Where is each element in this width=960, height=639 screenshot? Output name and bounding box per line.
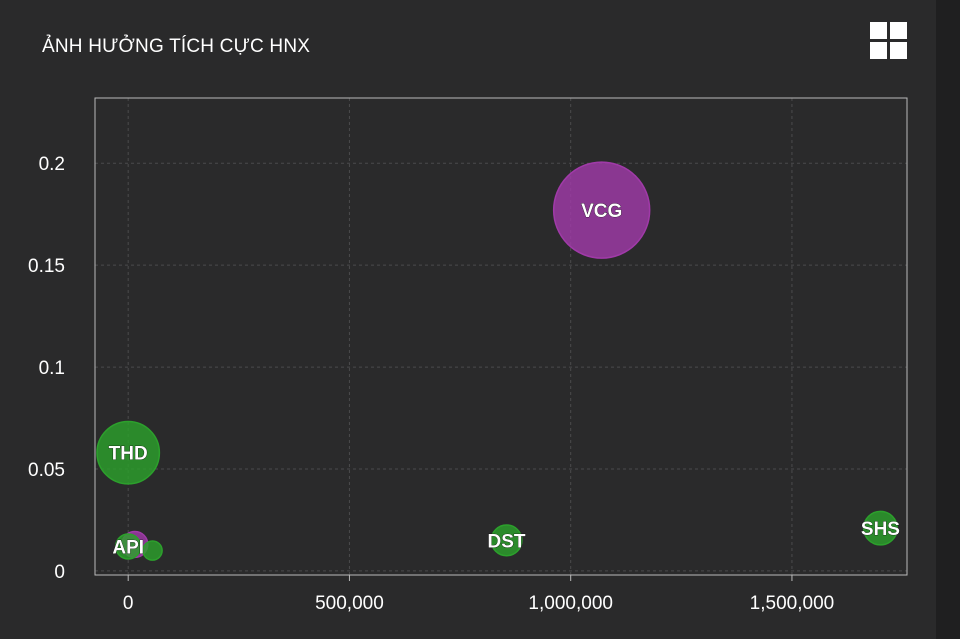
bubble-vcg[interactable] — [552, 161, 651, 259]
x-tick-label: 500,000 — [315, 593, 384, 614]
y-tick-label: 0.1 — [39, 358, 65, 379]
bubble-dst[interactable] — [490, 524, 523, 557]
y-tick-label: 0.05 — [28, 460, 65, 481]
bubble-labels: VCG THD SHS DST API — [108, 201, 900, 559]
y-tick-label: 0.2 — [39, 154, 65, 175]
grid-lines — [95, 98, 907, 575]
side-strip — [936, 0, 960, 639]
bubble-label-vcg: VCG — [581, 201, 622, 222]
axis-ticks: 0 500,000 1,000,000 1,500,000 0 0.05 0.1 0.15 0.… — [28, 154, 834, 614]
bubble-label-dst: DST — [488, 531, 526, 552]
bubble-api[interactable] — [114, 533, 142, 560]
bubble-thd[interactable] — [96, 420, 161, 485]
y-tick-label: 0.15 — [28, 256, 65, 277]
grid-menu-icon[interactable] — [868, 20, 910, 62]
bubbles — [96, 161, 898, 561]
bubble-unlabeled[interactable] — [142, 540, 163, 561]
bubble-label-shs: SHS — [861, 519, 900, 540]
bubble-shs[interactable] — [862, 510, 898, 546]
chart-title: ẢNH HƯỞNG TÍCH CỰC HNX — [42, 36, 311, 57]
x-tick-label: 0 — [123, 593, 134, 614]
y-tick-label: 0 — [54, 562, 65, 583]
bubble-label-thd: THD — [109, 444, 148, 465]
bubble-label-api: API — [112, 537, 144, 558]
x-tick-label: 1,000,000 — [528, 593, 613, 614]
x-tick-label: 1,500,000 — [750, 593, 835, 614]
plot-frame — [94, 97, 908, 576]
